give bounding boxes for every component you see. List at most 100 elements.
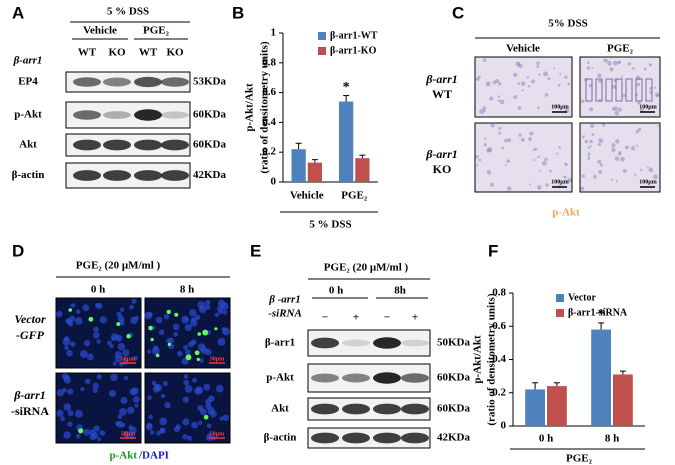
bar xyxy=(307,162,322,182)
texture xyxy=(187,341,195,348)
label: + xyxy=(353,312,359,324)
texture xyxy=(117,315,125,323)
texture xyxy=(597,159,602,164)
texture xyxy=(620,156,625,162)
band xyxy=(134,170,162,181)
texture xyxy=(150,337,154,342)
texture xyxy=(62,337,71,346)
texture xyxy=(70,341,76,347)
texture xyxy=(184,384,193,393)
texture xyxy=(534,147,538,151)
legend-label: β-arr1-KO xyxy=(330,45,377,56)
texture xyxy=(66,349,73,357)
label: − xyxy=(322,312,328,324)
texture xyxy=(653,174,658,180)
texture xyxy=(112,361,117,366)
texture xyxy=(483,143,487,147)
texture xyxy=(639,168,643,172)
texture xyxy=(151,380,157,386)
texture xyxy=(530,79,536,84)
texture xyxy=(191,421,198,429)
panel-label: C xyxy=(452,3,464,22)
label: 60KDa xyxy=(437,372,471,384)
band xyxy=(342,339,370,347)
label: PGE₂ xyxy=(143,25,170,37)
texture xyxy=(182,418,190,426)
texture xyxy=(485,81,491,87)
texture xyxy=(543,71,548,77)
bar xyxy=(339,101,354,182)
texture xyxy=(617,107,622,112)
texture xyxy=(83,339,91,347)
band xyxy=(311,432,339,444)
texture xyxy=(62,387,67,393)
texture xyxy=(482,106,487,111)
texture xyxy=(636,144,639,147)
label: 100μm xyxy=(639,104,656,110)
texture xyxy=(475,154,479,159)
x-tick-label: 8 h xyxy=(605,433,619,445)
texture xyxy=(194,350,200,356)
texture xyxy=(96,339,101,344)
texture xyxy=(151,347,160,355)
texture xyxy=(92,331,100,339)
texture xyxy=(65,318,72,324)
texture xyxy=(605,78,613,102)
texture xyxy=(580,186,585,191)
texture xyxy=(611,84,616,89)
band xyxy=(103,139,131,151)
y-axis-label: (ratio of densitometry units) xyxy=(259,41,271,174)
texture xyxy=(630,146,636,151)
texture xyxy=(588,84,592,88)
texture xyxy=(149,430,155,435)
bar xyxy=(355,158,370,182)
label: -GFP xyxy=(16,328,45,342)
texture xyxy=(538,73,541,76)
error-bar xyxy=(359,154,366,159)
texture xyxy=(635,130,640,134)
texture xyxy=(494,79,500,84)
texture xyxy=(89,433,96,441)
texture xyxy=(92,388,98,394)
texture xyxy=(207,432,212,438)
label: WT xyxy=(432,87,452,101)
texture xyxy=(208,395,215,402)
error-bar xyxy=(532,382,539,390)
annotation: * xyxy=(343,80,350,95)
label: β-actin xyxy=(264,432,297,444)
y-tick-label: 0.6 xyxy=(492,320,506,332)
texture xyxy=(185,354,192,361)
label: 0 h xyxy=(329,285,343,297)
texture xyxy=(184,316,189,321)
texture xyxy=(116,322,121,326)
texture xyxy=(186,435,192,441)
texture xyxy=(615,180,619,183)
legend-swatch xyxy=(318,32,326,40)
texture xyxy=(528,137,532,141)
texture xyxy=(564,162,567,165)
label: 100μm xyxy=(639,179,656,185)
label: p-Akt xyxy=(266,372,294,384)
label: WT xyxy=(78,47,97,59)
texture xyxy=(74,409,83,418)
texture xyxy=(648,167,654,173)
label: -siRNA xyxy=(11,404,49,418)
texture xyxy=(586,66,591,70)
label: 50μm xyxy=(121,431,135,437)
band xyxy=(373,432,401,444)
texture xyxy=(489,182,494,187)
x-tick-label: Vehicle xyxy=(290,190,324,202)
texture xyxy=(67,421,73,427)
label: 60KDa xyxy=(193,139,227,151)
texture xyxy=(222,414,230,421)
texture xyxy=(159,427,166,434)
texture xyxy=(475,77,480,82)
panel-label: B xyxy=(232,3,244,22)
texture xyxy=(63,431,71,439)
texture xyxy=(86,353,94,361)
y-tick-label: 0.4 xyxy=(262,116,276,128)
bar xyxy=(591,329,611,426)
texture xyxy=(537,155,540,159)
texture xyxy=(190,317,196,322)
